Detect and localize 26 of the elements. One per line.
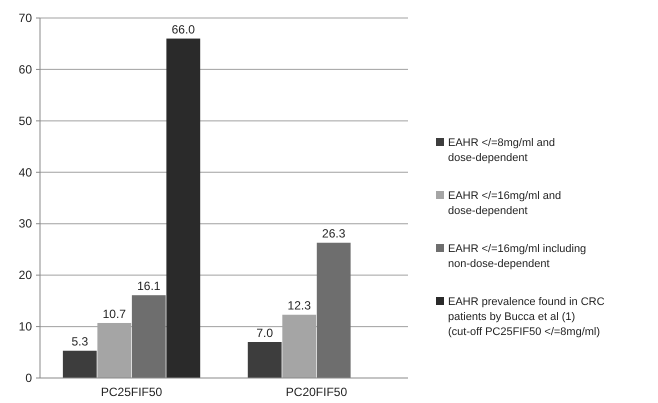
y-tick-label: 10 (18, 320, 32, 334)
y-tick-label: 70 (18, 11, 32, 25)
bar (62, 350, 97, 378)
legend-label: EAHR </=16mg/ml and dose-dependent (448, 190, 562, 217)
x-tick-label: PC25FIF50 (100, 385, 163, 399)
y-tick-label: 20 (18, 268, 32, 282)
y-tick-label: 50 (18, 114, 32, 128)
y-tick-label: 0 (25, 371, 32, 385)
y-tick-label: 30 (18, 216, 32, 231)
x-tick-label: PC20FIF50 (286, 385, 348, 399)
bar (132, 295, 166, 378)
y-tick-label: 60 (18, 62, 32, 76)
bar (248, 342, 282, 378)
data-label: 66.0 (172, 22, 196, 37)
data-label: 7.0 (256, 326, 274, 340)
data-label: 10.7 (102, 306, 126, 321)
legend-label: EAHR </=16mg/ml including non-dose-dependent (448, 243, 586, 270)
data-label: 12.3 (288, 298, 312, 313)
data-label: 26.3 (322, 226, 346, 241)
legend-label: EAHR </=8mg/ml and dose-dependent (448, 137, 555, 164)
bar (316, 242, 351, 378)
bar (166, 38, 200, 378)
data-label: 16.1 (137, 279, 161, 294)
y-tick-label: 40 (18, 165, 32, 180)
data-label: 5.3 (71, 334, 88, 349)
legend-label: EAHR prevalence found in CRC patients by Bucca et al (1) (cut-off PC25FIF50 </=8mg/ml) (448, 296, 605, 338)
